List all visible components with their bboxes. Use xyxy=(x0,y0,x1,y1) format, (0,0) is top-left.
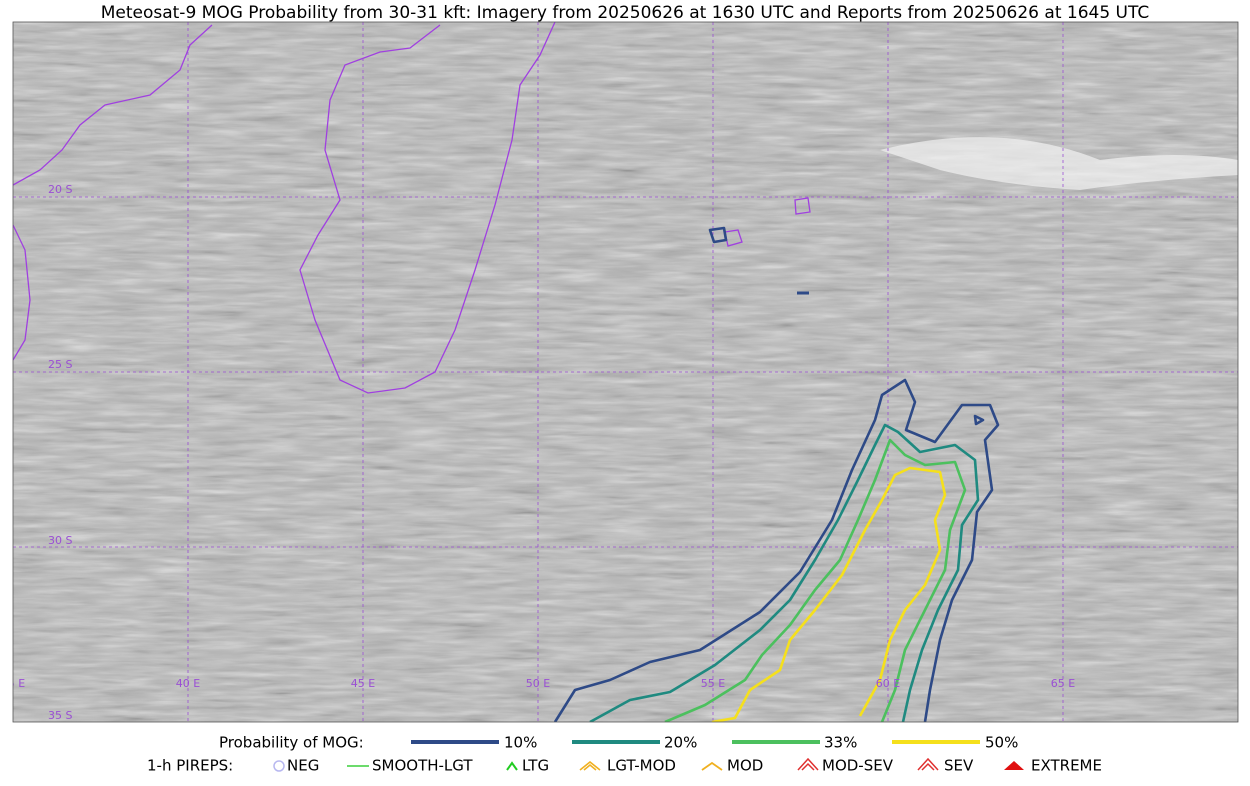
grid xyxy=(13,22,1238,722)
legend-label: SMOOTH-LGT xyxy=(372,757,473,775)
pirep-icon xyxy=(579,760,601,771)
lon-label: 40 E xyxy=(176,677,200,690)
legend-label: LGT-MOD xyxy=(607,757,676,775)
madagascar-coast xyxy=(299,22,556,394)
lon-label: 45 E xyxy=(351,677,375,690)
lat-label: 30 S xyxy=(48,534,72,547)
legend-label: SEV xyxy=(944,757,974,775)
contour-33 xyxy=(664,438,967,722)
legend-title: 1-h PIREPS: xyxy=(147,757,233,775)
legend-label: 50% xyxy=(985,734,1018,752)
legend-label: EXTREME xyxy=(1031,757,1102,775)
legend-label: 10% xyxy=(504,734,537,752)
lat-label: 35 S xyxy=(48,709,72,722)
pirep-icon xyxy=(273,760,285,772)
contour-20 xyxy=(589,423,980,722)
lat-label: 25 S xyxy=(48,358,72,371)
africa-coast xyxy=(13,24,213,186)
legend-label: 20% xyxy=(664,734,697,752)
title: Meteosat-9 MOG Probability from 30-31 kf… xyxy=(101,3,1150,23)
legend-label: MOD-SEV xyxy=(822,757,894,775)
contour-10-small xyxy=(708,226,728,244)
lon-label: 65 E xyxy=(1051,677,1075,690)
legend-probability: Probability of MOG: 10% 20% 33% 50% xyxy=(219,734,1018,752)
lat-label: 20 S xyxy=(48,183,72,196)
pirep-icon xyxy=(506,761,518,771)
mauritius xyxy=(794,197,811,215)
reunion xyxy=(724,229,743,247)
legend-label: 33% xyxy=(824,734,857,752)
map-frame xyxy=(12,21,1239,723)
lon-label: 60 E xyxy=(876,677,900,690)
pirep-icon xyxy=(797,757,819,771)
lon-label: 50 E xyxy=(526,677,550,690)
contour-10-small xyxy=(973,414,985,426)
cloud-band xyxy=(880,137,1238,190)
legend-label: LTG xyxy=(522,757,549,775)
legend-label: NEG xyxy=(287,757,319,775)
lon-label: 55 E xyxy=(701,677,725,690)
legend-label: MOD xyxy=(727,757,763,775)
africa-coast-south xyxy=(13,224,31,361)
lon-label: 35 E xyxy=(1,677,25,690)
pirep-icon xyxy=(1004,761,1024,770)
grid-labels: 20 S 25 S 30 S 35 S 35 E 40 E 45 E 50 E … xyxy=(1,183,1075,722)
pirep-icon xyxy=(917,757,939,771)
pirep-icon xyxy=(701,761,723,771)
contour-10 xyxy=(553,378,1000,722)
contour-50 xyxy=(711,466,947,722)
legend-title: Probability of MOG: xyxy=(219,734,364,752)
map: 20 S 25 S 30 S 35 S 35 E 40 E 45 E 50 E … xyxy=(1,22,1238,722)
legend-pireps: 1-h PIREPS: NEG SMOOTH-LGT LTG LGT-MOD M… xyxy=(147,757,1102,775)
